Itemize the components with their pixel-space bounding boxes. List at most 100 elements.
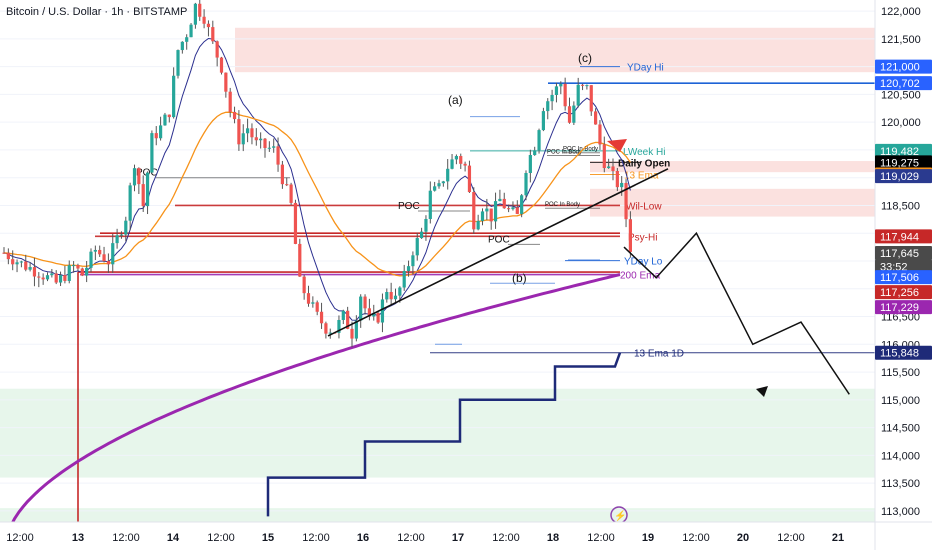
y-tick-label-0: 113,000	[881, 506, 920, 518]
zone-support-3	[0, 388, 875, 478]
candle-body-81	[354, 320, 358, 339]
price-tag-12: 115,848	[880, 348, 919, 360]
candle-body-74	[324, 323, 328, 334]
x-tick-label-3: 14	[167, 532, 180, 544]
price-tag-0: 121,000	[880, 62, 920, 74]
price-tag-bg-7	[875, 245, 932, 260]
candle-body-117	[511, 207, 515, 210]
candle-body-7	[32, 267, 37, 277]
price-tag-10: 117,256	[880, 287, 919, 299]
candle-body-127	[554, 86, 559, 95]
candle-body-67	[293, 202, 298, 244]
candle-body-3	[15, 262, 19, 265]
level-label-14: POC In Body	[563, 147, 598, 153]
candle-body-99	[433, 186, 437, 191]
candle-body-17	[76, 265, 80, 269]
candle-body-5	[24, 261, 28, 270]
candle-body-20	[89, 251, 93, 268]
y-tick-label-2: 114,000	[881, 450, 920, 462]
candle-body-11	[50, 273, 54, 276]
candle-body-10	[45, 275, 50, 280]
y-tick-label-3: 114,500	[881, 423, 920, 435]
candle-body-27	[119, 234, 124, 236]
candle-body-78	[341, 310, 345, 320]
candle-body-26	[115, 235, 119, 244]
candle-body-9	[41, 277, 45, 280]
candle-body-107	[467, 165, 472, 193]
y-tick-label-17: 121,500	[881, 34, 921, 46]
price-tag-bg-12	[875, 345, 932, 360]
candle-body-77	[337, 319, 341, 333]
candle-body-25	[111, 243, 115, 265]
candle-body-68	[298, 243, 302, 277]
y-tick-label-18: 122,000	[881, 6, 921, 18]
candle-body-38	[167, 114, 171, 118]
candle-body-45	[198, 3, 202, 17]
candle-body-47	[206, 23, 211, 28]
y-tick-label-15: 120,500	[881, 89, 921, 101]
wave-label-1: (b)	[512, 271, 527, 285]
candle-body-59	[259, 138, 263, 141]
y-tick-label-5: 115,500	[881, 367, 920, 379]
price-tag-bg-1	[875, 76, 932, 91]
candle-body-82	[359, 296, 363, 321]
ema-fast-line	[3, 37, 631, 321]
price-tag-bg-2	[875, 143, 932, 158]
candle-body-120	[524, 172, 528, 196]
zone-support-4	[0, 508, 875, 522]
level-label-4: Wil-Low	[626, 201, 662, 212]
candle-body-56	[246, 128, 250, 134]
price-tag-bg-9	[875, 270, 932, 285]
y-tick-label-1: 113,500	[881, 478, 920, 490]
candle-body-54	[237, 119, 241, 145]
level-label-1: LWeek Hi	[623, 147, 665, 158]
candle-body-126	[550, 94, 554, 102]
candle-body-113	[493, 201, 498, 222]
candle-body-15	[67, 265, 71, 281]
candle-body-89	[389, 291, 393, 300]
price-tag-bg-10	[875, 285, 932, 300]
x-tick-label-12: 12:00	[587, 532, 615, 544]
candle-body-110	[480, 211, 485, 221]
candle-body-118	[515, 207, 519, 214]
candle-body-62	[272, 146, 276, 148]
candle-body-104	[454, 156, 458, 160]
candle-body-35	[154, 133, 158, 139]
candle-body-70	[306, 293, 311, 304]
candle-body-97	[424, 218, 428, 232]
ema-slow-line	[3, 111, 631, 277]
annotations-layer: (a) (b) (c) ⚡	[327, 51, 850, 524]
candle-body-79	[346, 310, 350, 329]
x-tick-label-13: 19	[642, 532, 654, 544]
x-tick-label-5: 15	[262, 532, 274, 544]
price-tag-6: 117,944	[880, 231, 919, 243]
candle-body-57	[250, 128, 254, 138]
candle-body-21	[93, 249, 97, 252]
candle-body-2	[11, 259, 15, 265]
candle-body-29	[128, 185, 132, 221]
x-tick-label-14: 12:00	[682, 532, 710, 544]
y-tick-label-14: 120,000	[881, 117, 921, 129]
candle-body-44	[193, 3, 197, 25]
candle-body-131	[572, 105, 576, 123]
wave-label-2: (c)	[578, 51, 592, 65]
candle-body-1	[6, 252, 10, 260]
candle-body-6	[28, 267, 32, 270]
candle-body-98	[428, 190, 432, 219]
candle-body-108	[472, 192, 476, 230]
candle-body-33	[145, 172, 150, 207]
price-tag-5: 119,029	[880, 171, 919, 183]
level-label-11: POC	[488, 234, 510, 245]
x-tick-label-1: 13	[72, 532, 84, 544]
candle-body-19	[85, 267, 89, 276]
candle-body-42	[185, 37, 189, 42]
price-tag-bg-8	[875, 259, 932, 274]
x-tick-label-0: 12:00	[6, 532, 34, 544]
candle-body-93	[406, 266, 411, 271]
candle-body-123	[537, 130, 541, 151]
candle-body-8	[37, 276, 41, 278]
candle-body-90	[393, 295, 398, 300]
candle-body-28	[124, 220, 128, 235]
